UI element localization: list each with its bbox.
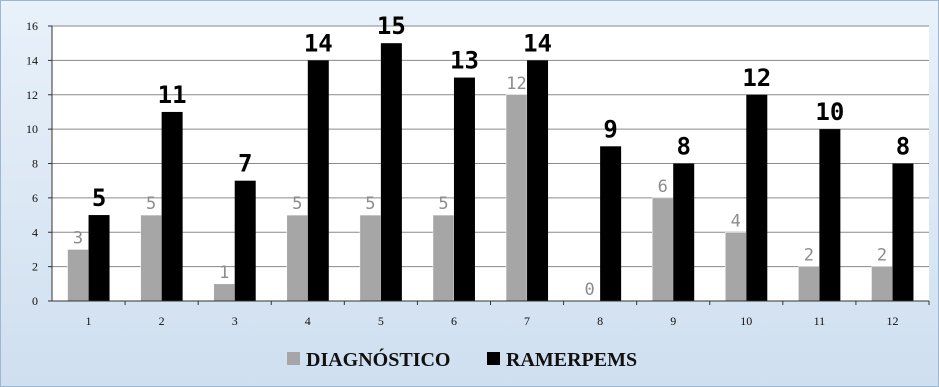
data-label-diagnostico: 2 [804,246,814,266]
y-tick-label: 8 [32,157,38,171]
data-label-ramerpems: 9 [603,115,617,143]
data-label-ramerpems: 13 [450,47,479,75]
bar-ramerpems [161,111,183,301]
data-label-ramerpems: 10 [815,98,844,126]
data-label-diagnostico: 5 [365,194,375,214]
data-label-ramerpems: 15 [377,12,406,40]
x-tick-label: 6 [451,314,457,328]
legend-label-ramerpems: RAMERPEMS [506,349,637,371]
x-tick-label: 2 [159,314,165,328]
x-tick-label: 10 [740,314,752,328]
y-tick-label: 16 [26,19,38,33]
bar-diagnostico [140,214,162,302]
bar-diagnostico [213,283,235,302]
bar-diagnostico [432,214,455,302]
bar-ramerpems [600,146,622,301]
data-label-diagnostico: 5 [438,194,448,214]
bar-ramerpems [892,163,914,301]
data-label-ramerpems: 14 [523,29,552,57]
x-tick-label: 4 [305,314,311,328]
data-label-diagnostico: 2 [877,246,887,266]
bar-diagnostico [798,266,820,302]
bar-ramerpems [453,77,475,301]
y-tick-label: 6 [32,191,38,205]
data-label-ramerpems: 14 [304,29,333,57]
data-label-diagnostico: 1 [219,263,229,283]
bar-diagnostico [286,214,309,302]
legend-swatch-diagnostico [287,352,300,365]
bar-diagnostico [725,232,747,302]
bar-ramerpems [307,60,329,301]
data-label-diagnostico: 6 [658,177,668,197]
y-tick-label: 4 [32,225,38,239]
data-label-diagnostico: 5 [292,194,302,214]
x-tick-label: 9 [670,314,676,328]
x-tick-label: 11 [814,314,826,328]
bar-ramerpems [380,43,402,301]
x-tick-label: 5 [378,314,384,328]
y-tick-label: 10 [26,122,38,136]
gridlines [52,25,929,268]
bar-ramerpems [746,94,768,301]
data-label-ramerpems: 5 [92,184,106,212]
bar-diagnostico [67,249,89,302]
data-label-diagnostico: 12 [506,74,526,94]
data-label-ramerpems: 12 [742,64,771,92]
data-label-ramerpems: 8 [896,133,910,161]
bars [67,43,914,302]
y-axis-ticks: 0 2 4 6 8 10 12 14 16 [26,19,52,308]
y-tick-label: 2 [32,260,38,274]
legend-label-diagnostico: DIAGNÓSTICO [306,347,450,371]
bar-diagnostico [359,214,382,302]
x-tick-label: 7 [524,314,530,328]
data-label-diagnostico: 3 [73,228,83,248]
bar-diagnostico [505,94,528,302]
data-label-ramerpems: 11 [158,81,187,109]
data-label-diagnostico: 4 [731,211,741,231]
bar-ramerpems [673,163,695,301]
x-tick-label: 3 [232,314,238,328]
bar-diagnostico [651,197,674,302]
bar-ramerpems [88,215,110,301]
x-tick-label: 1 [86,314,92,328]
bar-ramerpems [234,180,256,301]
y-tick-label: 0 [32,294,38,308]
y-tick-label: 14 [26,53,38,67]
data-label-diagnostico: 5 [146,194,156,214]
y-tick-label: 12 [26,88,38,102]
data-label-ramerpems: 7 [238,150,252,178]
legend: DIAGNÓSTICO RAMERPEMS [287,347,637,371]
x-tick-label: 8 [597,314,603,328]
legend-swatch-ramerpems [487,352,500,365]
bar-ramerpems [819,129,841,301]
x-axis-ticks: 1 2 3 4 5 6 7 8 9 10 11 12 [86,301,930,328]
data-label-diagnostico: 0 [585,280,595,300]
bar-ramerpems [527,60,549,301]
data-label-ramerpems: 8 [676,133,690,161]
x-tick-label: 12 [886,314,898,328]
bar-diagnostico [871,266,893,302]
